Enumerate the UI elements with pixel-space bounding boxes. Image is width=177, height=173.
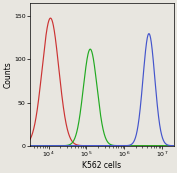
X-axis label: K562 cells: K562 cells [82,161,121,170]
Y-axis label: Counts: Counts [4,61,12,88]
